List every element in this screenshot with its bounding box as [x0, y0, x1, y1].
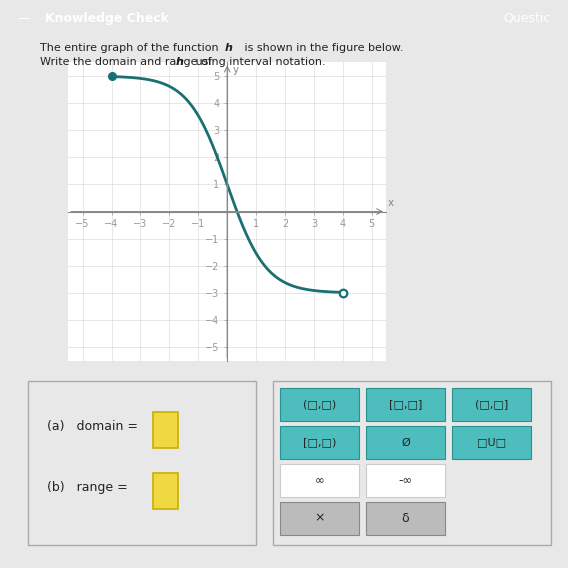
Text: h: h	[224, 43, 232, 53]
Text: Questic: Questic	[504, 12, 551, 25]
Text: —: —	[17, 12, 30, 25]
FancyBboxPatch shape	[366, 463, 445, 496]
Text: δ: δ	[402, 512, 410, 525]
FancyBboxPatch shape	[366, 426, 445, 459]
Text: □U□: □U□	[477, 437, 507, 448]
Text: h: h	[176, 57, 184, 67]
Text: Ø: Ø	[401, 437, 410, 448]
Text: x: x	[388, 198, 394, 208]
FancyBboxPatch shape	[279, 388, 359, 421]
Text: -∞: -∞	[399, 474, 412, 487]
Text: (□,□]: (□,□]	[475, 399, 508, 410]
Text: using interval notation.: using interval notation.	[192, 57, 325, 67]
FancyBboxPatch shape	[279, 426, 359, 459]
Text: [□,□]: [□,□]	[389, 399, 422, 410]
FancyBboxPatch shape	[153, 412, 178, 448]
FancyBboxPatch shape	[153, 473, 178, 509]
Text: (□,□): (□,□)	[303, 399, 336, 410]
Text: ×: ×	[314, 512, 324, 525]
Text: (b)   range =: (b) range =	[47, 481, 127, 494]
Text: (a)   domain =: (a) domain =	[47, 420, 137, 433]
FancyBboxPatch shape	[279, 502, 359, 534]
FancyBboxPatch shape	[452, 388, 532, 421]
Text: y: y	[233, 65, 239, 75]
Text: is shown in the figure below.: is shown in the figure below.	[241, 43, 404, 53]
FancyBboxPatch shape	[279, 463, 359, 496]
Text: [□,□): [□,□)	[303, 437, 336, 448]
FancyBboxPatch shape	[452, 426, 532, 459]
Text: Knowledge Check: Knowledge Check	[45, 12, 169, 25]
FancyBboxPatch shape	[366, 502, 445, 534]
Text: ∞: ∞	[314, 474, 324, 487]
Text: Write the domain and range of: Write the domain and range of	[40, 57, 215, 67]
FancyBboxPatch shape	[366, 388, 445, 421]
Text: The entire graph of the function: The entire graph of the function	[40, 43, 222, 53]
